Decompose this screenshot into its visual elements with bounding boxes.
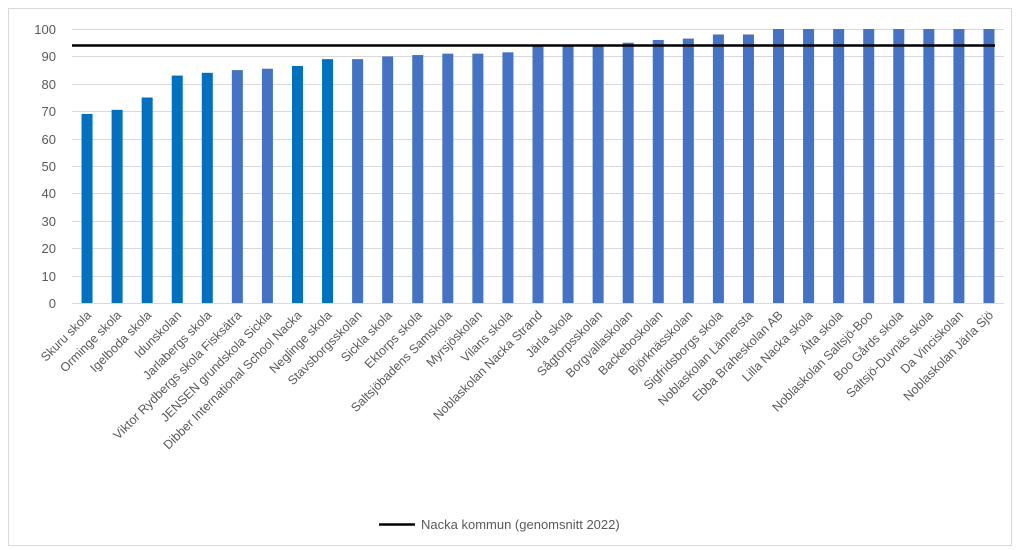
bar — [953, 29, 965, 303]
y-tick-label: 70 — [42, 104, 56, 119]
bar — [442, 53, 454, 303]
y-axis-ticks: 0 10 20 30 40 50 60 70 80 90 100 — [34, 22, 56, 311]
bars — [81, 29, 995, 304]
bar — [562, 45, 574, 303]
bar — [201, 72, 213, 303]
bar — [983, 29, 995, 303]
bar — [111, 109, 123, 303]
y-tick-label: 100 — [34, 22, 56, 37]
y-tick-label: 90 — [42, 49, 56, 64]
bar — [382, 56, 394, 304]
y-tick-label: 20 — [42, 241, 56, 256]
bar — [863, 29, 875, 303]
bar — [231, 70, 243, 303]
bar — [502, 52, 514, 303]
bar — [261, 68, 273, 303]
bar — [712, 34, 724, 303]
bar — [622, 42, 634, 303]
bar — [171, 75, 183, 303]
bar — [532, 45, 544, 303]
bar — [742, 34, 754, 303]
bar — [652, 39, 664, 304]
bar — [291, 65, 303, 304]
y-tick-label: 40 — [42, 186, 56, 201]
y-tick-label: 10 — [42, 269, 56, 284]
bar — [472, 53, 484, 303]
legend: Nacka kommun (genomsnitt 2022) — [379, 517, 620, 532]
bar — [322, 59, 334, 303]
bar — [352, 59, 364, 303]
bar — [141, 97, 153, 303]
bar — [893, 29, 905, 303]
legend-label-reference-line: Nacka kommun (genomsnitt 2022) — [421, 517, 620, 532]
y-tick-label: 30 — [42, 214, 56, 229]
bar — [592, 45, 604, 303]
bar — [833, 29, 845, 303]
bar — [923, 29, 935, 303]
bar — [682, 38, 694, 304]
bar — [773, 29, 785, 303]
bar — [81, 113, 93, 303]
y-tick-label: 50 — [42, 159, 56, 174]
bar — [803, 29, 815, 303]
y-tick-label: 0 — [49, 296, 56, 311]
y-tick-label: 60 — [42, 132, 56, 147]
y-tick-label: 80 — [42, 77, 56, 92]
bar — [412, 55, 424, 303]
